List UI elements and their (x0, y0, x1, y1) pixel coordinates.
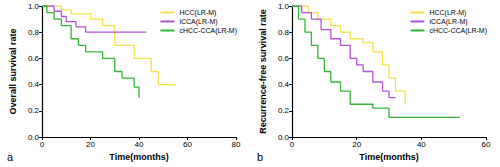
svg-text:0.2: 0.2 (278, 106, 290, 115)
svg-text:a: a (7, 151, 14, 163)
svg-text:40: 40 (135, 140, 144, 149)
svg-text:HCC(LR-M): HCC(LR-M) (179, 9, 216, 17)
svg-text:Overall survival rate: Overall survival rate (8, 28, 18, 114)
svg-text:1.0: 1.0 (28, 2, 40, 11)
svg-text:0.8: 0.8 (28, 28, 40, 37)
svg-text:0.2: 0.2 (28, 106, 40, 115)
svg-text:0.0: 0.0 (278, 133, 290, 142)
svg-text:20: 20 (86, 140, 95, 149)
svg-text:Recurrence-free survival rate: Recurrence-free survival rate (258, 9, 268, 134)
svg-text:b: b (257, 151, 263, 163)
svg-text:0.6: 0.6 (28, 54, 40, 63)
svg-text:60: 60 (183, 140, 192, 149)
svg-text:20: 20 (352, 140, 361, 149)
svg-text:1.0: 1.0 (278, 2, 290, 11)
svg-text:cHCC-CCA(LR-M): cHCC-CCA(LR-M) (179, 27, 237, 35)
svg-text:0.0: 0.0 (28, 133, 40, 142)
svg-text:Time(months): Time(months) (109, 152, 168, 162)
svg-text:40: 40 (417, 140, 426, 149)
svg-text:iCCA(LR-M): iCCA(LR-M) (179, 18, 217, 26)
svg-text:cHCC-CCA(LR-M): cHCC-CCA(LR-M) (429, 27, 487, 35)
svg-text:60: 60 (482, 140, 491, 149)
svg-text:0.6: 0.6 (278, 54, 290, 63)
svg-text:0.4: 0.4 (278, 80, 290, 89)
svg-text:HCC(LR-M): HCC(LR-M) (429, 9, 466, 17)
svg-text:0: 0 (290, 140, 295, 149)
svg-text:0.4: 0.4 (28, 80, 40, 89)
svg-text:80: 80 (232, 140, 241, 149)
svg-text:iCCA(LR-M): iCCA(LR-M) (429, 18, 467, 26)
svg-text:0: 0 (40, 140, 45, 149)
svg-text:Time(months): Time(months) (359, 152, 418, 162)
svg-text:0.8: 0.8 (278, 28, 290, 37)
